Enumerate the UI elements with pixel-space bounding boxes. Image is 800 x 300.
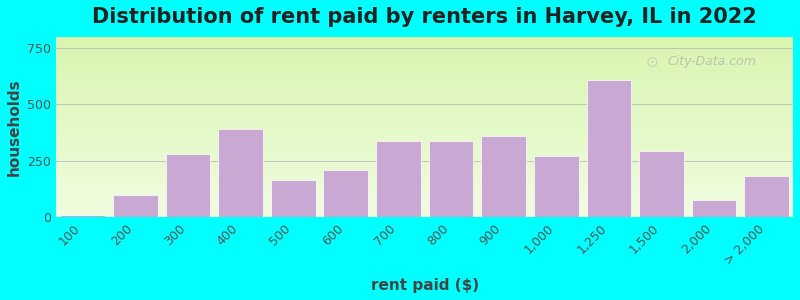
Bar: [270, 180, 315, 217]
Bar: [534, 156, 578, 217]
Bar: [482, 136, 526, 217]
Bar: [166, 154, 210, 217]
Bar: [376, 141, 421, 217]
Bar: [639, 151, 684, 217]
Bar: [692, 200, 737, 217]
Title: Distribution of rent paid by renters in Harvey, IL in 2022: Distribution of rent paid by renters in …: [92, 7, 757, 27]
Bar: [60, 215, 105, 217]
Text: ⊙: ⊙: [646, 55, 658, 70]
Bar: [218, 129, 263, 217]
Y-axis label: households: households: [7, 78, 22, 176]
Bar: [429, 141, 474, 217]
Bar: [744, 176, 789, 217]
X-axis label: rent paid ($): rent paid ($): [370, 278, 478, 293]
Bar: [113, 195, 158, 217]
Bar: [323, 170, 368, 217]
Text: City-Data.com: City-Data.com: [668, 55, 757, 68]
Bar: [586, 80, 631, 217]
